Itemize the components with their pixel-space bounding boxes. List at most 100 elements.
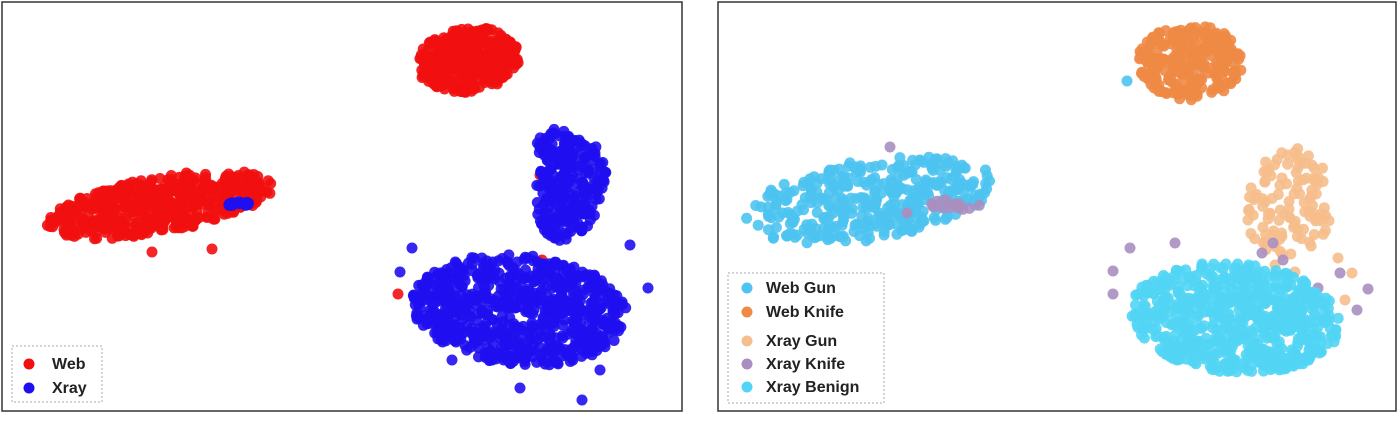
legend-label-web: Web <box>52 356 86 373</box>
scatter-point-web-gun <box>857 201 869 213</box>
scatter-point-web-gun <box>858 192 870 204</box>
scatter-point-xray <box>469 326 481 338</box>
scatter-point-xray <box>569 190 581 202</box>
scatter-point-web <box>157 220 169 232</box>
scatter-point-xray <box>601 312 613 324</box>
scatter-point-web-knife <box>1228 67 1239 79</box>
scatter-point-xray-benign <box>1186 271 1198 282</box>
scatter-point-xray <box>494 276 506 288</box>
scatter-point-web-knife <box>1145 78 1157 90</box>
scatter-point-xray <box>587 149 599 160</box>
scatter-point-xray-benign <box>1332 312 1344 324</box>
scatter-point-web <box>262 175 274 187</box>
legend-label-xray-knife: Xray Knife <box>766 356 845 373</box>
scatter-point-web <box>159 192 171 204</box>
scatter-point-web <box>212 181 224 193</box>
scatter-point-xray <box>487 314 499 326</box>
scatter-point-xray-benign <box>1219 322 1231 334</box>
scatter-point-xray-gun <box>1317 228 1329 240</box>
scatter-point-xray-benign <box>1164 279 1176 291</box>
legend-marker-web-gun <box>741 282 753 294</box>
scatter-point-xray-benign <box>1160 330 1172 342</box>
scatter-point-web-gun <box>752 219 764 231</box>
scatter-point-web-knife <box>1219 66 1231 77</box>
scatter-point-web <box>512 57 524 69</box>
scatter-point-xray <box>557 260 569 272</box>
scatter-point-xray-gun <box>1282 158 1294 170</box>
scatter-point-web <box>85 225 97 237</box>
scatter-point-xray <box>441 324 453 336</box>
scatter-point-xray-benign <box>1268 332 1280 344</box>
legend-marker-xray <box>23 382 35 394</box>
scatter-point-xray-knife <box>973 199 985 211</box>
scatter-point-web <box>123 178 134 190</box>
scatter-point-web-gun <box>864 232 875 244</box>
scatter-point-web-knife <box>1153 79 1165 91</box>
scatter-point-xray <box>456 281 468 293</box>
scatter-point-web-knife <box>1169 62 1181 74</box>
scatter-point-xray <box>588 269 600 281</box>
scatter-point-xray-gun <box>1339 294 1351 306</box>
scatter-point-web-knife <box>1178 85 1190 96</box>
scatter-point-web <box>482 23 494 35</box>
scatter-point-xray <box>557 319 568 331</box>
scatter-point-xray <box>527 308 539 320</box>
scatter-point-xray <box>496 322 508 334</box>
scatter-point-xray-gun <box>1249 233 1261 245</box>
scatter-point-xray-benign <box>1130 299 1141 311</box>
scatter-point-web <box>224 184 236 196</box>
scatter-point-xray <box>414 312 426 324</box>
scatter-point-xray <box>557 268 569 280</box>
scatter-point-web-gun <box>864 176 876 188</box>
scatter-point-xray <box>514 382 526 394</box>
scatter-point-web <box>419 62 431 74</box>
scatter-point-xray <box>576 224 588 235</box>
scatter-point-xray <box>576 394 588 406</box>
scatter-point-xray-knife <box>1277 254 1289 266</box>
scatter-point-web <box>172 222 184 234</box>
scatter-point-xray <box>552 220 564 232</box>
scatter-point-xray <box>603 327 615 339</box>
scatter-point-xray-gun <box>1242 214 1254 226</box>
scatter-point-xray-benign <box>1306 345 1318 357</box>
scatter-point-xray-gun <box>1308 229 1320 240</box>
scatter-point-web <box>456 86 468 98</box>
scatter-point-xray-benign <box>1228 362 1240 374</box>
scatter-point-web <box>145 221 157 233</box>
scatter-point-web-gun <box>818 222 830 234</box>
scatter-point-web <box>177 212 188 224</box>
scatter-point-xray-benign <box>1204 306 1216 318</box>
scatter-point-web <box>171 200 183 211</box>
legend-label-web-gun: Web Gun <box>766 280 836 297</box>
scatter-point-web <box>438 32 450 44</box>
scatter-point-xray <box>577 284 589 296</box>
scatter-point-web <box>440 71 452 82</box>
scatter-point-xray <box>468 252 480 264</box>
scatter-point-web-knife <box>1177 28 1189 40</box>
scatter-point-web-gun <box>854 162 866 174</box>
scatter-point-web-knife <box>1202 45 1214 57</box>
scatter-point-web-gun <box>805 197 817 209</box>
scatter-point-web-gun <box>773 211 785 223</box>
scatter-point-web-gun <box>787 216 799 228</box>
scatter-point-web-gun <box>846 207 857 219</box>
scatter-point-xray-benign <box>1228 326 1240 338</box>
scatter-point-xray-gun <box>1264 209 1276 221</box>
scatter-point-web-gun <box>806 218 818 230</box>
scatter-point-web <box>111 188 123 200</box>
scatter-point-xray <box>576 201 588 213</box>
scatter-point-xray <box>572 173 584 185</box>
scatter-point-xray <box>504 271 516 283</box>
scatter-point-web-gun <box>913 221 925 233</box>
scatter-point-xray <box>467 288 478 300</box>
scatter-point-xray-benign <box>1326 330 1337 342</box>
scatter-point-xray-gun <box>1307 208 1319 219</box>
scatter-point-web-gun <box>781 230 793 242</box>
scatter-point-xray-benign <box>1293 313 1305 325</box>
scatter-point-xray <box>223 199 235 211</box>
scatter-point-web <box>464 80 476 92</box>
scatter-point-xray <box>533 147 545 158</box>
scatter-point-web-gun <box>891 228 903 240</box>
scatter-point-xray-gun <box>1260 156 1272 168</box>
